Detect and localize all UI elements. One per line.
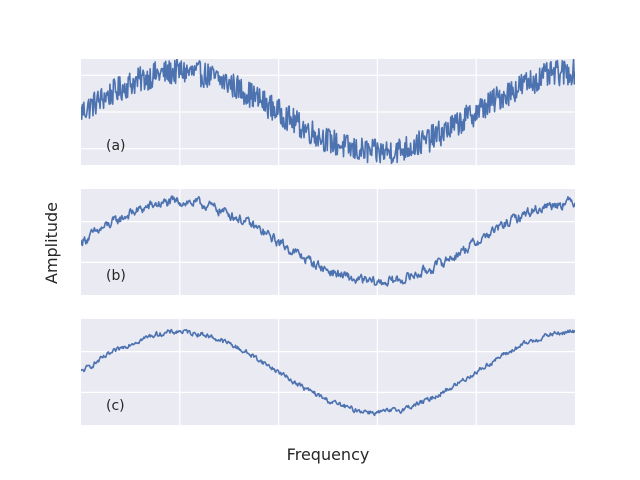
panel-annotation: (c) bbox=[106, 398, 125, 414]
x-axis-label: Frequency bbox=[287, 445, 370, 464]
subplot-1: (a) bbox=[81, 59, 575, 165]
panel-annotation: (b) bbox=[106, 268, 126, 284]
panel-annotation: (a) bbox=[106, 138, 126, 154]
series-line bbox=[81, 195, 575, 287]
series-line bbox=[81, 59, 575, 165]
plot-area bbox=[81, 319, 575, 425]
subplot-grid: (a) (b) (c) bbox=[81, 59, 575, 425]
series-line bbox=[81, 328, 575, 417]
y-axis-label: Amplitude bbox=[42, 202, 61, 284]
subplot-3: (c) bbox=[81, 319, 575, 425]
plot-area bbox=[81, 189, 575, 295]
subplot-2: (b) bbox=[81, 189, 575, 295]
